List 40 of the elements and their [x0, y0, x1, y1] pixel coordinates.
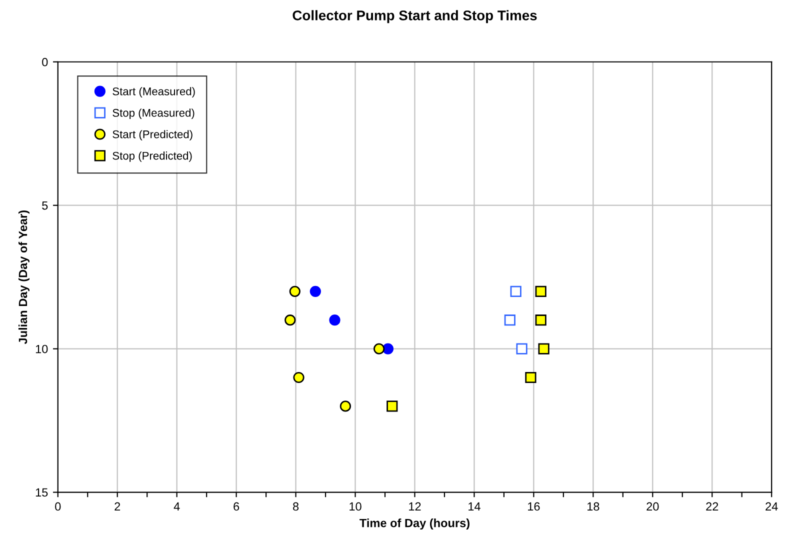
- x-tick-label: 14: [468, 502, 480, 511]
- point: [289, 286, 300, 297]
- point: [329, 314, 340, 326]
- point: [382, 343, 394, 354]
- point: [374, 343, 385, 354]
- legend-label: Stop (Predicted): [112, 152, 192, 162]
- x-tick-label: 12: [409, 502, 421, 511]
- point: [516, 343, 528, 354]
- point: [310, 286, 321, 297]
- x-tick-label: 6: [234, 502, 240, 511]
- point: [293, 372, 304, 384]
- point: [538, 343, 550, 354]
- x-tick-label: 2: [114, 502, 120, 511]
- x-tick-label: 0: [55, 502, 61, 511]
- x-tick-label: 18: [588, 502, 600, 511]
- point: [504, 314, 516, 326]
- point: [525, 372, 536, 384]
- x-tick-label: 4: [174, 502, 180, 511]
- point: [340, 400, 352, 412]
- x-tick-label: 24: [766, 502, 778, 511]
- x-tick-label: 10: [350, 502, 362, 511]
- x-tick-label: 22: [706, 502, 718, 511]
- legend-label: Start (Predicted): [112, 130, 192, 140]
- legend-label: Start (Measured): [112, 87, 195, 98]
- y-tick-label: 0: [42, 58, 48, 66]
- point: [386, 400, 398, 412]
- y-axis-title: Julian Day (Day of Year): [18, 210, 30, 344]
- y-tick-label: 10: [36, 344, 48, 354]
- x-tick-label: 8: [293, 502, 299, 511]
- x-axis-title: Time of Day (hours): [360, 518, 470, 530]
- x-tick-label: 20: [646, 502, 659, 511]
- y-tick-label: 5: [42, 201, 48, 210]
- point: [284, 314, 296, 326]
- point: [535, 286, 546, 297]
- x-tick-label: 16: [528, 502, 540, 511]
- point: [535, 314, 546, 326]
- y-tick-label: 15: [36, 488, 48, 497]
- point: [510, 286, 522, 297]
- legend-label: Stop (Measured): [112, 108, 194, 119]
- chart-title: Collector Pump Start and Stop Times: [292, 10, 537, 24]
